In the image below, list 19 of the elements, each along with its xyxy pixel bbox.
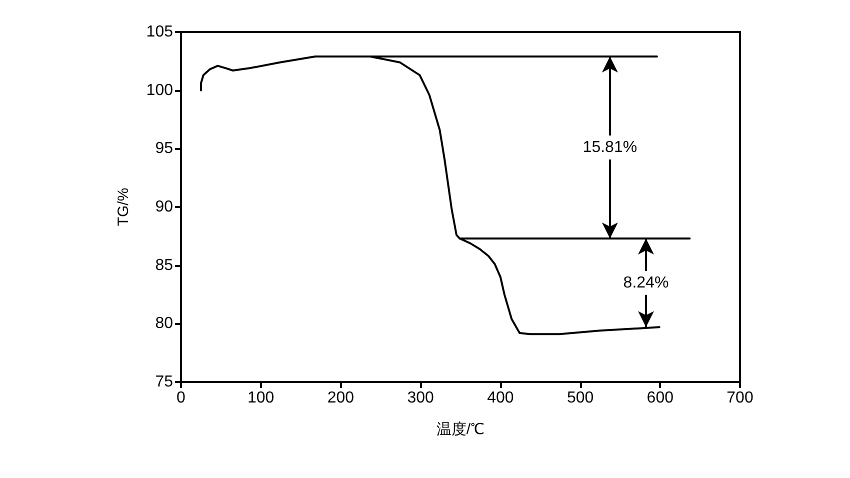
y-tick-label: 95 (155, 140, 174, 158)
y-tick-label: 90 (155, 198, 174, 216)
x-tick-label: 700 (726, 390, 754, 406)
y-tick-label: 80 (155, 315, 174, 332)
y-axis-title: TG/% (115, 188, 132, 226)
x-tick-label: 500 (566, 390, 594, 406)
y-tick-label: 105 (146, 24, 174, 40)
annotation: 15.81% (582, 139, 638, 156)
y-tick-label: 85 (155, 256, 174, 274)
x-tick-label: 0 (176, 390, 186, 406)
x-tick-label: 100 (248, 390, 274, 406)
y-tick-label: 100 (146, 82, 174, 99)
x-tick-label: 300 (407, 390, 434, 406)
x-tick-label: 200 (327, 390, 354, 406)
x-tick-label: 400 (487, 390, 514, 406)
x-axis-title: 温度/℃ (436, 421, 485, 438)
x-tick-label: 600 (646, 390, 674, 406)
annotation: 8.24% (623, 274, 669, 292)
y-tick-label: 75 (155, 374, 174, 390)
